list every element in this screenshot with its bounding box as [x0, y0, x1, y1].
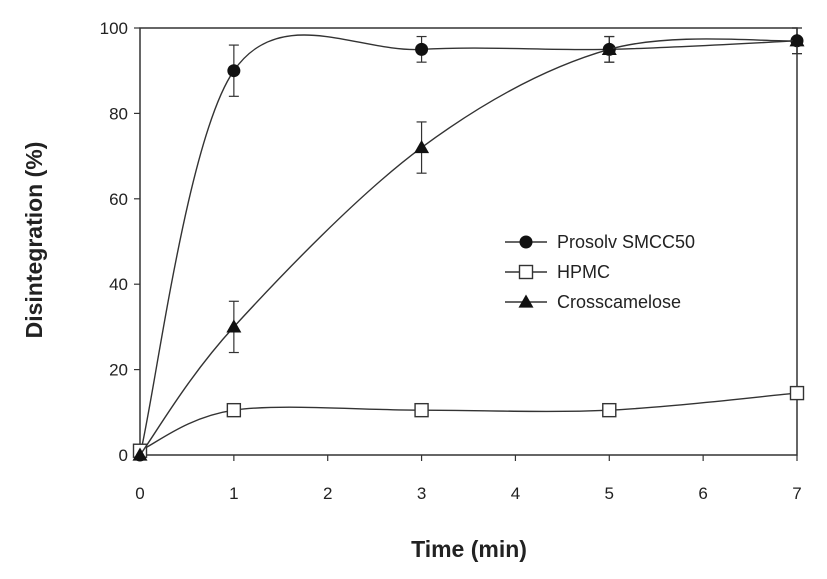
x-tick-label: 7 — [792, 484, 801, 503]
data-point — [414, 402, 429, 418]
series-prosolv-smcc50 — [133, 27, 804, 462]
series-layer — [132, 27, 805, 462]
plot-frame — [139, 27, 798, 456]
legend: Prosolv SMCC50 HPMC Crosscamelose — [505, 232, 695, 312]
y-axis-ticks: 0 20 40 60 80 100 — [100, 19, 140, 465]
data-point — [414, 140, 430, 154]
data-point — [226, 402, 242, 418]
y-tick-label: 80 — [109, 104, 128, 123]
legend-item: Crosscamelose — [505, 292, 681, 312]
y-axis-label: Disintegration (%) — [21, 142, 47, 339]
y-tick-label: 60 — [109, 190, 128, 209]
series-hpmc — [132, 385, 805, 458]
plot-area-border — [139, 27, 798, 456]
series-crosscamelose — [132, 27, 805, 461]
x-tick-label: 4 — [511, 484, 520, 503]
y-tick-label: 40 — [109, 275, 128, 294]
series-line — [139, 34, 798, 456]
legend-marker — [518, 264, 534, 280]
x-tick-label: 3 — [417, 484, 426, 503]
x-tick-label: 1 — [229, 484, 238, 503]
data-point — [226, 319, 242, 333]
x-axis-label: Time (min) — [411, 536, 527, 562]
data-point — [132, 447, 148, 461]
legend-label: Crosscamelose — [557, 292, 681, 312]
series-line — [139, 38, 798, 456]
x-tick-label: 2 — [323, 484, 332, 503]
data-point — [227, 64, 241, 78]
legend-marker — [518, 294, 534, 308]
x-tick-label: 0 — [135, 484, 144, 503]
y-tick-label: 100 — [100, 19, 128, 38]
legend-marker — [519, 235, 533, 249]
y-tick-label: 20 — [109, 361, 128, 380]
y-tick-label: 0 — [119, 446, 128, 465]
data-point — [789, 385, 805, 401]
data-point — [602, 402, 617, 418]
data-point — [601, 41, 617, 55]
legend-item: Prosolv SMCC50 — [505, 232, 695, 252]
data-point — [415, 42, 429, 56]
legend-label: Prosolv SMCC50 — [557, 232, 695, 252]
x-axis-ticks: 0 1 2 3 4 5 6 7 — [135, 455, 802, 503]
x-tick-label: 6 — [698, 484, 707, 503]
data-point — [789, 33, 805, 47]
series-line — [139, 392, 798, 452]
x-tick-label: 5 — [605, 484, 614, 503]
legend-item: HPMC — [505, 262, 610, 282]
legend-label: HPMC — [557, 262, 610, 282]
